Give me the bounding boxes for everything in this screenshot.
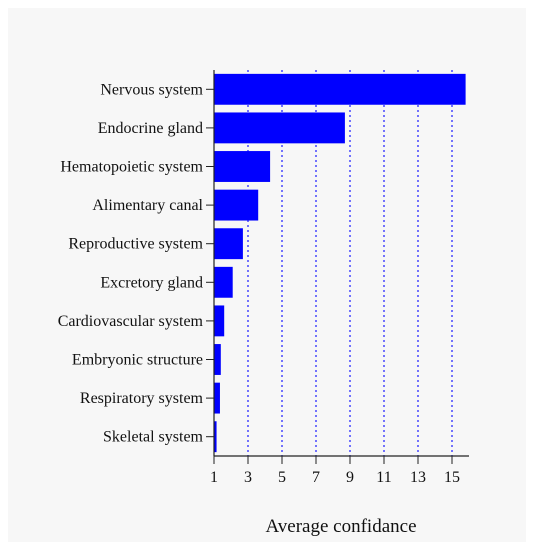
bar <box>214 266 233 298</box>
bar <box>214 189 259 221</box>
category-labels: Nervous system Endocrine gland Hematopoiet… <box>58 81 204 445</box>
category-label: Cardiovascular system <box>58 313 204 330</box>
x-axis-title: Average confidance <box>265 516 416 537</box>
bar <box>214 382 220 414</box>
category-label: Excretory gland <box>100 274 203 291</box>
x-tick-label: 3 <box>244 469 252 486</box>
bar <box>214 305 225 337</box>
bars <box>214 73 466 453</box>
bar <box>214 344 221 375</box>
bar <box>214 112 345 144</box>
category-label: Embryonic structure <box>72 352 203 369</box>
category-label: Nervous system <box>100 81 203 98</box>
x-tick-label: 15 <box>444 469 460 486</box>
category-label: Skeletal system <box>103 429 204 446</box>
x-tick-label: 1 <box>210 469 218 486</box>
x-tick-label: 9 <box>346 469 354 486</box>
category-label: Hematopoietic system <box>60 159 203 176</box>
x-tick-label: 11 <box>376 469 391 486</box>
x-tick-labels: 1 3 5 7 9 11 13 15 <box>210 469 460 486</box>
x-tick-label: 5 <box>278 469 286 486</box>
bar <box>214 228 243 260</box>
x-tick-label: 7 <box>312 469 320 486</box>
bar <box>214 151 271 182</box>
axes <box>206 70 469 464</box>
bar <box>214 421 217 453</box>
category-label: Respiratory system <box>80 390 204 407</box>
grid-lines <box>247 70 453 456</box>
category-label: Reproductive system <box>68 236 203 253</box>
bar <box>214 73 466 105</box>
category-label: Alimentary canal <box>92 197 203 214</box>
category-label: Endocrine gland <box>98 120 203 137</box>
x-tick-label: 13 <box>410 469 426 486</box>
